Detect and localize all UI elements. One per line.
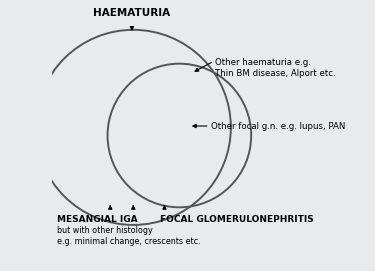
Text: FOCAL GLOMERULONEPHRITIS: FOCAL GLOMERULONEPHRITIS <box>160 215 314 224</box>
Text: Other haematuria e.g.
Thin BM disease, Alport etc.: Other haematuria e.g. Thin BM disease, A… <box>214 58 335 78</box>
Text: MESANGIAL IGA: MESANGIAL IGA <box>57 215 138 224</box>
Text: Other focal g.n. e.g. lupus, PAN: Other focal g.n. e.g. lupus, PAN <box>210 121 345 131</box>
Text: HAEMATURIA: HAEMATURIA <box>93 8 171 18</box>
Text: but with other histology
e.g. minimal change, crescents etc.: but with other histology e.g. minimal ch… <box>57 226 201 246</box>
